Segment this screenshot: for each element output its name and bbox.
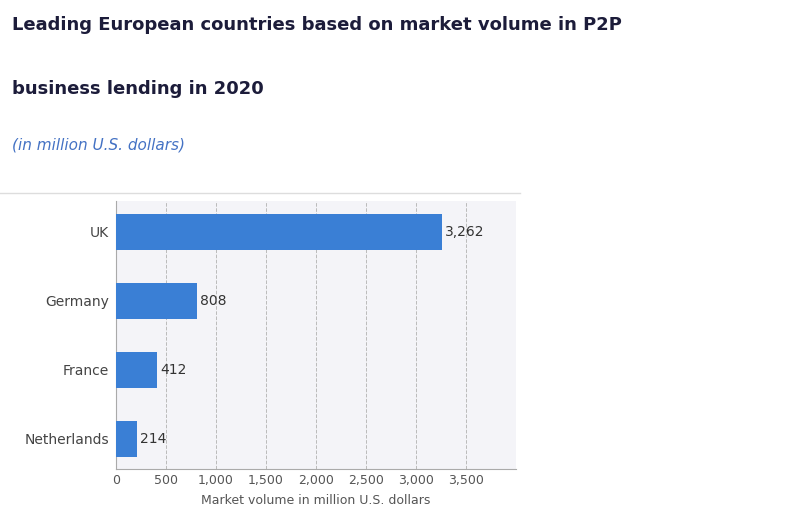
- Text: 3,262: 3,262: [445, 225, 485, 238]
- X-axis label: Market volume in million U.S. dollars: Market volume in million U.S. dollars: [202, 494, 430, 507]
- Text: 808: 808: [200, 294, 226, 307]
- Text: business lending in 2020: business lending in 2020: [12, 80, 264, 98]
- Bar: [116, 214, 442, 250]
- Bar: [116, 421, 138, 457]
- Text: 214: 214: [140, 432, 166, 446]
- Bar: [116, 352, 157, 388]
- Text: 412: 412: [160, 363, 186, 377]
- Text: Leading European countries based on market volume in P2P: Leading European countries based on mark…: [12, 16, 622, 34]
- Bar: [116, 282, 197, 319]
- Text: (in million U.S. dollars): (in million U.S. dollars): [12, 138, 185, 153]
